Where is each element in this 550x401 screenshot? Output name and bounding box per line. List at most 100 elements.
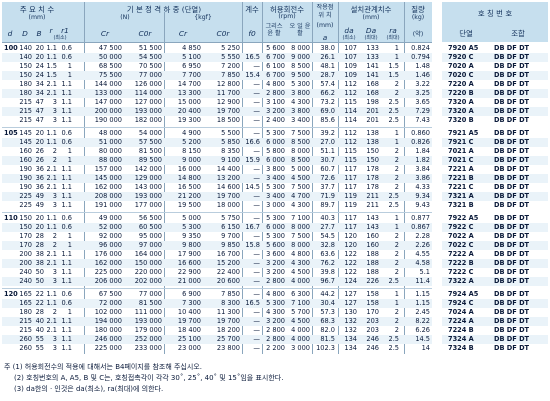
table-cell: 4.58 — [415, 259, 430, 267]
table-cell: 5 600 — [266, 241, 285, 249]
table-cell: 1.1 — [61, 174, 73, 182]
designation-single: 7221 C — [448, 183, 474, 191]
table-cell: 1.84 — [415, 147, 430, 155]
table-cell: 56 500 — [138, 214, 162, 222]
table-cell: — — [253, 326, 260, 334]
designation-title: 호 칭 번 호 — [477, 9, 513, 18]
row-stripe — [442, 317, 548, 326]
table-cell: 150 — [19, 214, 32, 222]
table-cell: 3.86 — [415, 174, 430, 182]
table-cell: 89 500 — [138, 156, 162, 164]
table-cell: 5 300 — [182, 223, 201, 231]
table-cell: 0.824 — [411, 44, 430, 52]
designation-single: 7320 B — [448, 116, 474, 124]
table-cell: 49 000 — [98, 214, 122, 222]
table-cell: 5 750 — [221, 214, 240, 222]
table-cell: 115 — [344, 147, 357, 155]
table-cell: 76.2 — [320, 259, 335, 267]
designation-combo: DB DF DT — [494, 344, 530, 352]
table-cell: 1.1 — [61, 192, 73, 200]
table-cell: 150 — [19, 62, 32, 70]
table-cell: 34 — [35, 89, 44, 97]
table-cell: 2 — [394, 80, 399, 88]
table-cell: 1 — [67, 147, 72, 155]
table-cell: 176 000 — [94, 250, 122, 258]
table-cell: 2 800 — [266, 326, 285, 334]
table-cell: 5 250 — [221, 44, 240, 52]
table-cell: — — [253, 80, 260, 88]
designation-combo: DB DF DT — [494, 259, 530, 267]
row-stripe — [2, 53, 432, 62]
table-cell: 1.82 — [415, 156, 430, 164]
table-cell: 75 500 — [98, 71, 122, 79]
header-speed: 허용회전수 — [270, 5, 304, 14]
table-cell: 2.1 — [46, 89, 58, 97]
table-cell: 49 — [35, 192, 44, 200]
table-cell: 11 300 — [216, 308, 240, 316]
table-cell: 4 300 — [291, 98, 310, 106]
designation-combo: DB DF DT — [494, 165, 530, 173]
table-cell: 14.5 — [245, 183, 260, 191]
designation-combo: DB DF DT — [494, 250, 530, 258]
table-cell: 129 000 — [134, 174, 162, 182]
table-cell: 115 — [344, 156, 357, 164]
table-cell: 1 — [394, 299, 399, 307]
table-cell: 102 000 — [94, 308, 122, 316]
table-cell: 6 000 — [266, 138, 285, 146]
table-cell: 134 — [344, 344, 357, 352]
row-stripe — [442, 223, 548, 232]
table-cell: 7 700 — [182, 71, 201, 79]
header-mount-dims-unit: (mm) — [362, 14, 380, 21]
table-cell: 2.1 — [46, 317, 58, 325]
designation-single: 7321 B — [448, 201, 474, 209]
table-cell: 4 500 — [291, 174, 310, 182]
table-cell: 5 300 — [266, 129, 285, 137]
table-cell: 2.5 — [388, 98, 400, 106]
table-cell: 2.1 — [46, 259, 58, 267]
group-divider — [2, 127, 432, 128]
table-cell: 25 100 — [177, 335, 201, 343]
table-cell: 190 — [19, 165, 32, 173]
table-cell: 8 300 — [221, 299, 240, 307]
table-cell: 3 — [52, 277, 57, 285]
designation-combo: DB DF DT — [494, 98, 530, 106]
table-cell: 1.1 — [61, 277, 73, 285]
table-cell: 9 500 — [291, 71, 310, 79]
designation-single: 단열 — [459, 29, 473, 38]
table-cell: 157 000 — [94, 165, 122, 173]
table-cell: 3 — [52, 201, 57, 209]
table-cell: 9.43 — [415, 201, 430, 209]
row-stripe — [2, 174, 432, 183]
table-cell: 1 — [394, 129, 399, 137]
table-cell: 15.9 — [245, 156, 260, 164]
table-cell: 1.15 — [415, 290, 430, 298]
table-cell: 17 900 — [177, 250, 201, 258]
table-cell: 8 500 — [291, 138, 310, 146]
table-cell: 114 000 — [134, 89, 162, 97]
designation-single: 7324 A — [448, 335, 474, 343]
table-cell: 226 — [366, 277, 379, 285]
table-cell: 16 700 — [216, 250, 240, 258]
table-cell: 70 500 — [138, 62, 162, 70]
table-cell: 3 200 — [266, 259, 285, 267]
table-cell: 3 — [52, 116, 57, 124]
table-cell: 5.1 — [419, 268, 431, 276]
table-cell: 225 — [19, 192, 32, 200]
table-cell: 16.5 — [245, 53, 260, 61]
table-cell: 180 — [19, 89, 32, 97]
designation-combo: DB DF DT — [494, 53, 530, 61]
table-cell: — — [253, 62, 260, 70]
table-cell: 2 — [394, 308, 399, 316]
table-cell: 51 000 — [98, 138, 122, 146]
table-cell: 3.84 — [415, 165, 430, 173]
table-cell: 25 700 — [216, 335, 240, 343]
designation-single: 7220 A — [448, 80, 474, 88]
table-cell: 1.48 — [415, 62, 430, 70]
table-cell: 179 000 — [134, 326, 162, 334]
table-cell: 2 — [52, 156, 57, 164]
footnotes: 주 (1) 허용회전수의 적용에 대해서는 B4페이지를 참조해 주십시오. (… — [4, 362, 544, 395]
table-cell: 2 — [394, 268, 399, 276]
table-cell: 2.5 — [388, 192, 400, 200]
designation-single: 7222 A — [448, 250, 474, 258]
table-cell: 2.1 — [46, 250, 58, 258]
